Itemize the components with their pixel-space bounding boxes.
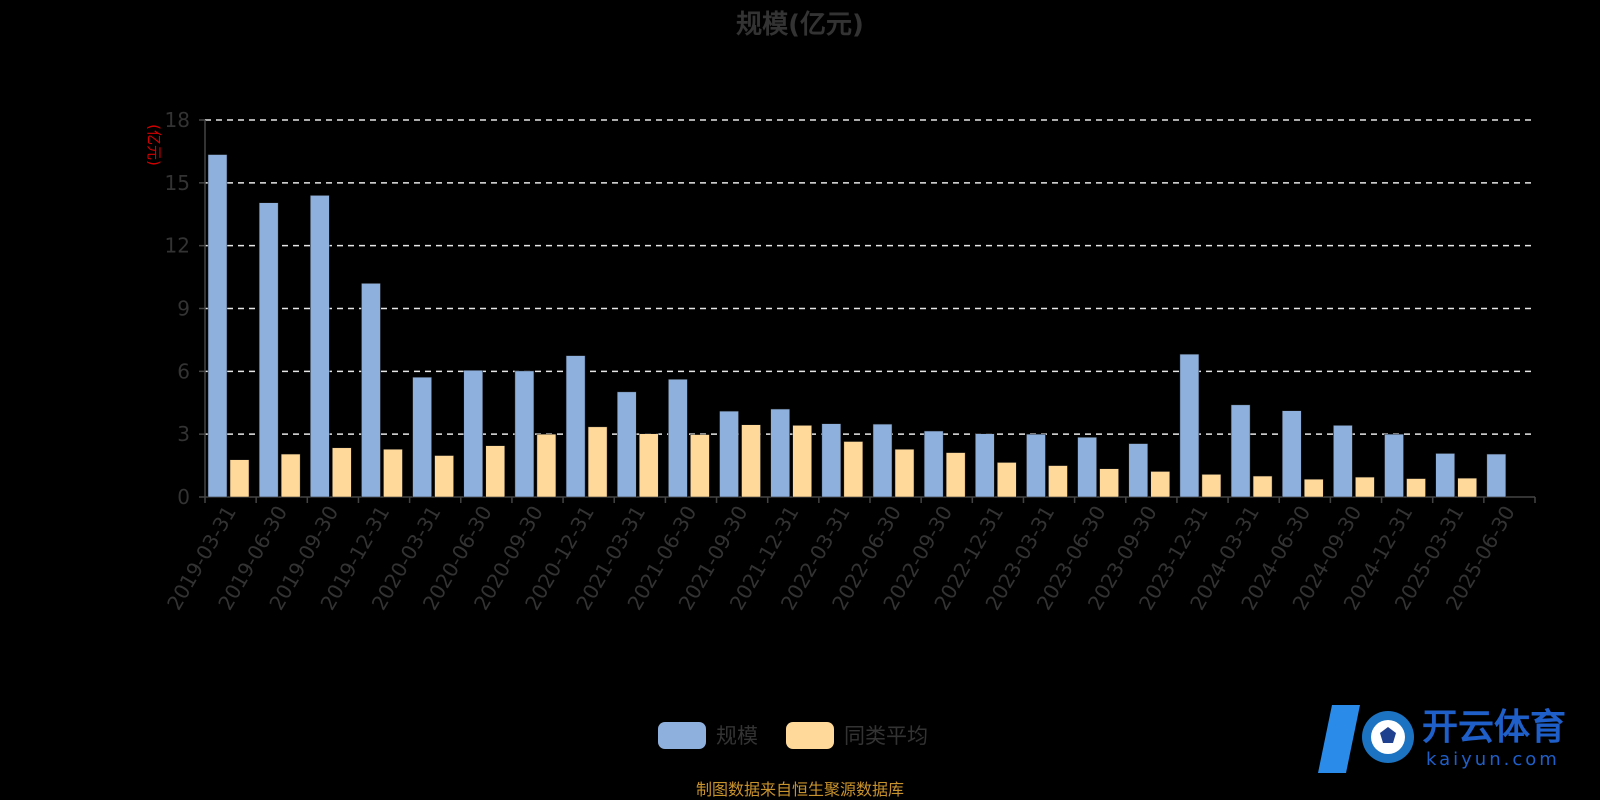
bar-scale bbox=[1281, 410, 1302, 498]
watermark-ball-icon bbox=[1318, 705, 1414, 773]
bar-scale bbox=[1179, 353, 1200, 498]
bar-category-average bbox=[1303, 478, 1324, 498]
bar-category-average bbox=[741, 424, 761, 498]
bar-scale bbox=[1486, 453, 1507, 498]
watermark-name-cn: 开云体育 bbox=[1422, 707, 1566, 748]
bar-scale bbox=[719, 410, 739, 498]
bar-category-average bbox=[1406, 478, 1426, 498]
bar-category-average bbox=[229, 459, 250, 498]
legend-item-category-average[interactable]: 同类平均 bbox=[786, 722, 928, 749]
legend-item-scale[interactable]: 规模 bbox=[658, 722, 758, 749]
watermark-name-en: kaiyun.com bbox=[1426, 749, 1560, 770]
bar-category-average bbox=[690, 434, 710, 498]
y-axis-unit-label: (亿元) bbox=[145, 124, 163, 166]
data-source-note: 制图数据来自恒生聚源数据库 bbox=[696, 780, 904, 799]
bar-scale bbox=[1384, 433, 1404, 498]
bar-category-average bbox=[1150, 471, 1171, 498]
watermark-logo: 开云体育 kaiyun.com bbox=[1318, 705, 1566, 773]
y-tick-label: 3 bbox=[177, 422, 190, 446]
bar-scale bbox=[258, 202, 279, 498]
bar-category-average bbox=[1252, 475, 1273, 498]
legend-label: 规模 bbox=[716, 724, 758, 748]
y-tick-label: 12 bbox=[165, 234, 190, 258]
chart-title: 规模(亿元) bbox=[736, 10, 864, 40]
bar-category-average bbox=[792, 425, 812, 498]
bar-scale bbox=[565, 355, 586, 498]
bar-category-average bbox=[1355, 476, 1375, 498]
bar-scale bbox=[821, 423, 842, 498]
bar-scale bbox=[975, 433, 995, 498]
bar-category-average bbox=[1457, 477, 1477, 498]
bar-scale bbox=[923, 430, 944, 498]
x-axis-ticks: 2019-03-312019-06-302019-09-302019-12-31… bbox=[162, 497, 1536, 614]
bar-scale bbox=[514, 370, 535, 498]
bar-category-average bbox=[383, 448, 403, 498]
y-tick-label: 6 bbox=[177, 359, 190, 383]
bar-category-average bbox=[894, 448, 915, 498]
bar-scale bbox=[361, 283, 381, 498]
y-tick-label: 0 bbox=[177, 485, 190, 509]
bar-category-average bbox=[485, 445, 506, 498]
legend-swatch bbox=[786, 722, 834, 749]
bar-category-average bbox=[843, 441, 864, 498]
y-tick-label: 9 bbox=[177, 297, 190, 321]
bar-scale bbox=[412, 376, 432, 498]
legend: 规模 同类平均 bbox=[658, 722, 928, 749]
bar-scale bbox=[1333, 425, 1353, 498]
bar-scale bbox=[1435, 453, 1455, 498]
bar-category-average bbox=[587, 426, 608, 498]
bars bbox=[207, 154, 1507, 498]
legend-label: 同类平均 bbox=[844, 724, 928, 748]
bar-category-average bbox=[1201, 474, 1222, 498]
bar-scale bbox=[616, 391, 637, 498]
bar-category-average bbox=[997, 462, 1017, 498]
legend-swatch bbox=[658, 722, 706, 749]
bar-scale bbox=[207, 154, 228, 498]
bar-scale bbox=[1128, 443, 1149, 498]
bar-category-average bbox=[536, 433, 557, 498]
grid-lines bbox=[205, 119, 1535, 435]
bar-category-average bbox=[1048, 465, 1068, 498]
bar-scale bbox=[668, 379, 688, 498]
y-tick-label: 18 bbox=[165, 108, 190, 132]
bar-scale bbox=[1026, 433, 1046, 498]
bar-scale bbox=[310, 195, 330, 498]
bar-category-average bbox=[332, 447, 352, 498]
bar-category-average bbox=[434, 455, 454, 498]
bar-category-average bbox=[638, 433, 659, 498]
bar-scale bbox=[770, 408, 790, 498]
y-tick-label: 15 bbox=[165, 171, 190, 195]
bar-category-average bbox=[280, 453, 301, 498]
bar-scale bbox=[1077, 437, 1097, 498]
bar-scale bbox=[463, 370, 484, 498]
bar-category-average bbox=[945, 452, 966, 498]
bar-scale bbox=[872, 423, 893, 498]
bar-scale bbox=[1230, 404, 1251, 498]
bar-category-average bbox=[1099, 468, 1119, 498]
